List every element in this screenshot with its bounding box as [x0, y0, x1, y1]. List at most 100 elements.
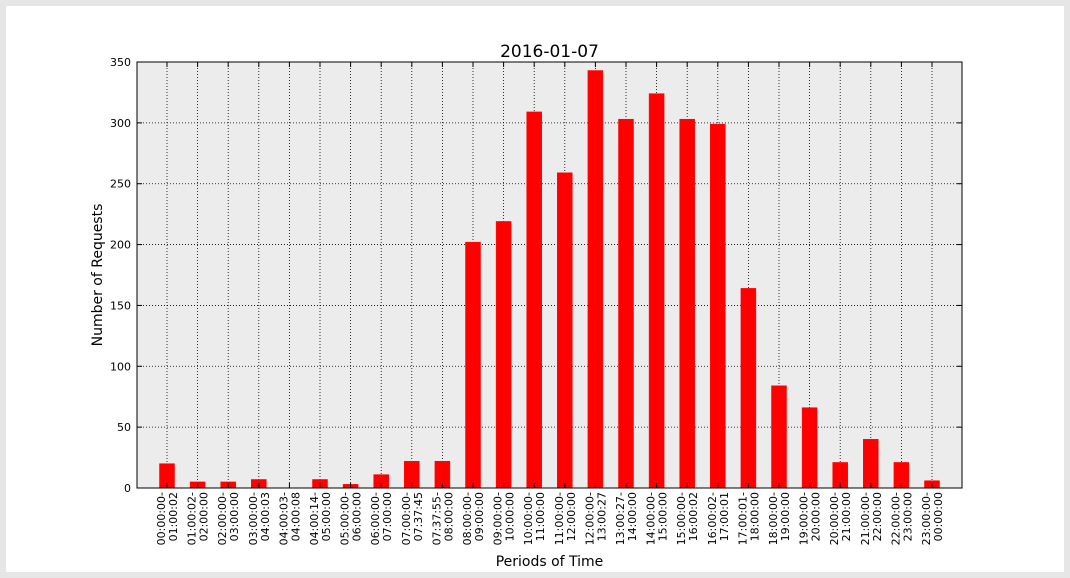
bar [526, 111, 542, 489]
x-tick-label-line: 18:00:00 [748, 492, 761, 541]
x-tick-label-line: 09:00:00- [492, 492, 505, 545]
x-tick-label-line: 20:00:00 [810, 492, 823, 541]
x-tick-label-line: 23:00:00 [901, 492, 914, 541]
x-tick-label-line: 19:00:00 [779, 492, 792, 541]
x-tick-label: 06:00:00- 07:00:00 [369, 492, 394, 545]
x-tick-label: 18:00:00- 19:00:00 [767, 492, 792, 545]
x-tick-label: 19:00:00- 20:00:00 [798, 492, 823, 545]
x-tick-label-line: 10:00:00 [504, 492, 517, 541]
x-tick-label: 21:00:00- 22:00:00 [859, 492, 884, 545]
x-tick-label-line: 01:00:02 [167, 492, 180, 541]
x-tick-label-line: 17:00:01 [718, 492, 731, 541]
x-tick-label-line: 18:00:00- [767, 492, 780, 545]
x-tick-label-line: 12:00:00- [583, 492, 596, 545]
x-tick-label-line: 03:00:00 [228, 492, 241, 541]
x-tick-label-line: 14:00:00- [645, 492, 658, 545]
x-tick-label-line: 13:00:27 [595, 492, 608, 541]
bar [740, 288, 757, 489]
x-tick-label-line: 09:00:00 [473, 492, 486, 541]
bar [863, 439, 879, 489]
y-tick-label: 300 [110, 117, 131, 130]
bar [495, 221, 512, 489]
x-tick-label-line: 04:00:03 [259, 492, 272, 541]
y-tick-label: 0 [124, 482, 131, 495]
x-tick-label: 07:37:55- 08:00:00 [430, 492, 455, 545]
x-tick-label: 16:00:02- 17:00:01 [706, 492, 731, 545]
x-tick-label: 09:00:00- 10:00:00 [492, 492, 517, 545]
x-tick-label-line: 20:00:00- [828, 492, 841, 545]
x-tick-label: 01:00:02- 02:00:00 [186, 492, 211, 545]
x-tick-label: 23:00:00- 00:00:00 [920, 492, 945, 545]
x-tick-label-line: 01:00:02- [186, 492, 199, 545]
bar [710, 123, 726, 489]
x-tick-label: 08:00:00- 09:00:00 [461, 492, 486, 545]
x-tick-label: 00:00:00- 01:00:02 [155, 492, 180, 545]
x-tick-label: 04:00:14- 05:00:00 [308, 492, 333, 545]
y-tick-label: 350 [110, 56, 131, 69]
x-tick-label: 04:00:03- 04:00:08 [277, 492, 302, 545]
bar [587, 70, 604, 489]
x-tick-label: 12:00:00- 13:00:27 [583, 492, 608, 545]
x-tick-label-line: 21:00:00 [840, 492, 853, 541]
x-tick-label: 11:00:00- 12:00:00 [553, 492, 578, 545]
x-tick-label-line: 12:00:00 [565, 492, 578, 541]
x-tick-label-line: 11:00:00- [553, 492, 566, 545]
chart-title: 2016-01-07 [500, 42, 599, 62]
x-tick-label-line: 15:00:00 [657, 492, 670, 541]
x-tick-label-line: 07:37:45 [412, 492, 425, 541]
x-axis-label: Periods of Time [496, 554, 604, 570]
y-tick-label: 250 [110, 178, 131, 191]
x-tick-label-line: 03:00:00- [247, 492, 260, 545]
x-tick-label-line: 07:00:00- [400, 492, 413, 545]
bar [465, 241, 481, 489]
x-tick-label: 13:00:27- 14:00:00 [614, 492, 639, 545]
x-tick-label: 17:00:01- 18:00:00 [736, 492, 761, 545]
x-tick-label: 15:00:00- 16:00:02 [675, 492, 700, 545]
x-tick-label-line: 05:00:00- [339, 492, 352, 545]
x-tick-label-line: 22:00:00- [889, 492, 902, 545]
y-axis-label: Number of Requests [90, 204, 106, 347]
y-tick-label: 150 [110, 299, 131, 312]
x-tick-label-line: 16:00:02 [687, 492, 700, 541]
x-tick-label: 22:00:00- 23:00:00 [889, 492, 914, 545]
x-tick-label-line: 02:00:00- [216, 492, 229, 545]
x-tick-label-line: 00:00:00 [932, 492, 945, 541]
x-tick-label-line: 15:00:00- [675, 492, 688, 545]
x-tick-label: 14:00:00- 15:00:00 [645, 492, 670, 545]
x-tick-label-line: 04:00:03- [277, 492, 290, 545]
x-tick-label-line: 13:00:27- [614, 492, 627, 545]
x-tick-label: 07:00:00- 07:37:45 [400, 492, 425, 545]
x-tick-label-line: 05:00:00 [320, 492, 333, 541]
x-tick-label-line: 02:00:00 [198, 492, 211, 541]
x-tick-label-line: 21:00:00- [859, 492, 872, 545]
x-tick-label-line: 06:00:00- [369, 492, 382, 545]
x-tick-label-line: 00:00:00- [155, 492, 168, 545]
bars [159, 70, 940, 489]
x-tick-label-line: 22:00:00 [871, 492, 884, 541]
bar [771, 385, 787, 489]
x-tick-label-line: 11:00:00 [534, 492, 547, 541]
x-tick-label-line: 08:00:00 [442, 492, 455, 541]
bar [801, 407, 818, 489]
plot-border [136, 61, 963, 489]
bar [618, 118, 634, 489]
x-tick-label-line: 07:00:00 [381, 492, 394, 541]
x-tick-label-line: 06:00:00 [351, 492, 364, 541]
y-tick-label: 200 [110, 239, 131, 252]
x-tick-label: 05:00:00- 06:00:00 [339, 492, 364, 545]
x-tick-label: 03:00:00- 04:00:03 [247, 492, 272, 545]
x-tick-label-line: 23:00:00- [920, 492, 933, 545]
bar [557, 172, 573, 489]
x-tick-label: 20:00:00- 21:00:00 [828, 492, 853, 545]
bar [648, 93, 665, 489]
x-tick-label-line: 08:00:00- [461, 492, 474, 545]
x-tick-label-line: 10:00:00- [522, 492, 535, 545]
x-tick-label: 10:00:00- 11:00:00 [522, 492, 547, 545]
x-tick-label-line: 04:00:14- [308, 492, 321, 545]
x-tick-label-line: 04:00:08 [289, 492, 302, 541]
bar [679, 118, 695, 489]
y-tick-label: 50 [117, 421, 131, 434]
plot-area [137, 62, 962, 488]
